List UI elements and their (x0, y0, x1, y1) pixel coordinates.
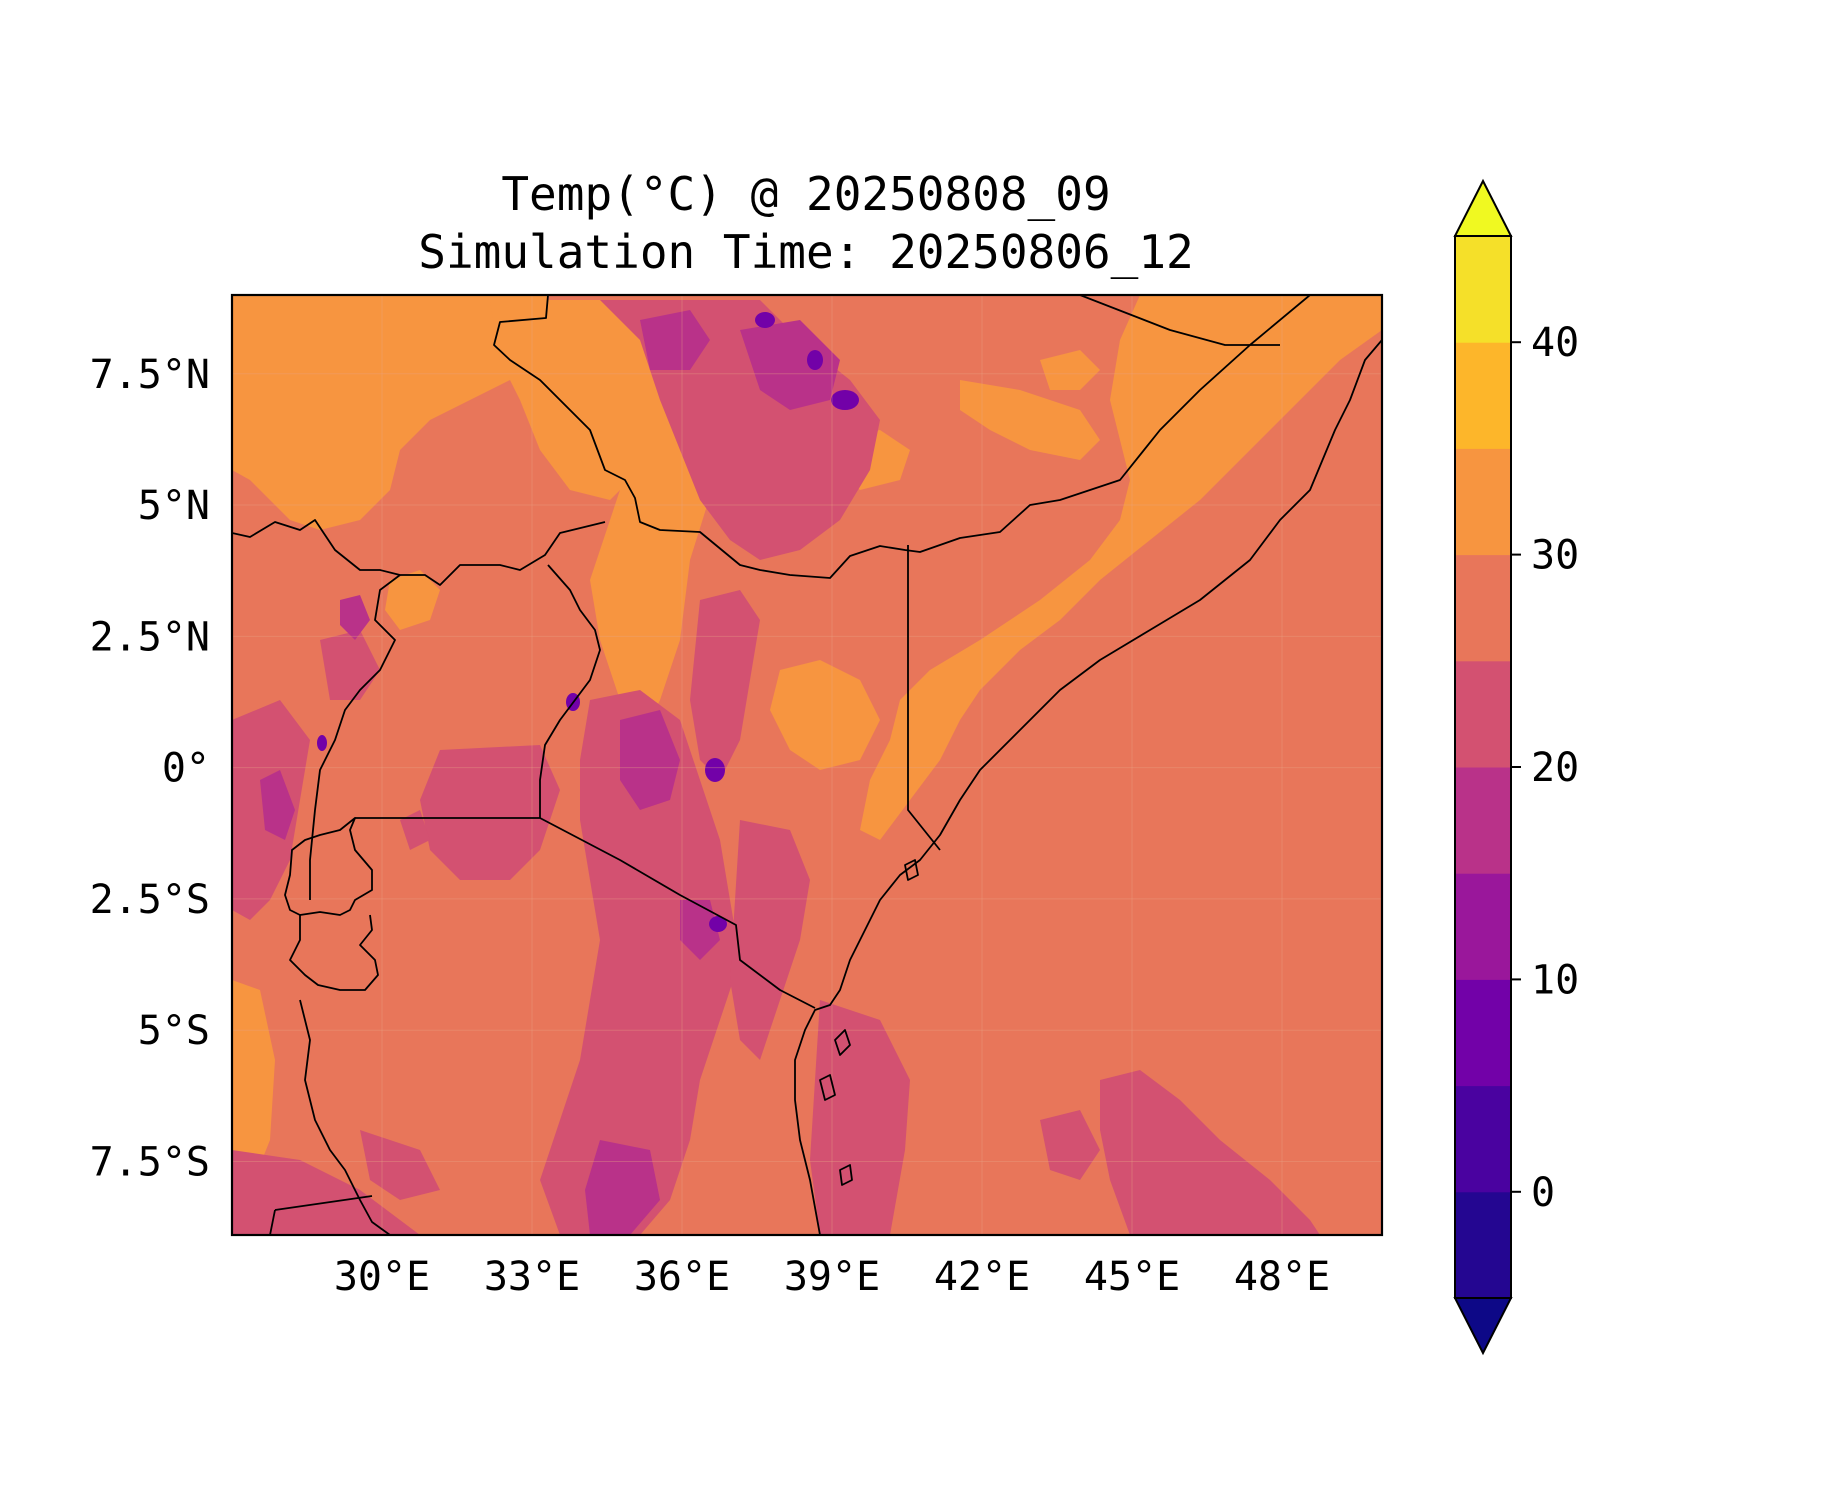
x-axis-ticks: 30°E 33°E 36°E 39°E 42°E 45°E 48°E (334, 1254, 1330, 1300)
temperature-map (232, 295, 1382, 1235)
colder-zones-15-20 (260, 310, 840, 1235)
graticule (232, 295, 1382, 1235)
x-tick-label: 36°E (634, 1254, 730, 1300)
map-frame (230, 293, 1384, 1237)
x-tick-label: 42°E (934, 1254, 1030, 1300)
colorbar-bin (1455, 554, 1511, 662)
y-tick-label: 2.5°N (90, 614, 210, 660)
x-tick-label: 39°E (784, 1254, 880, 1300)
colorbar-tick-label: 20 (1531, 745, 1579, 791)
colorbar-tick-label: 0 (1531, 1170, 1555, 1216)
cool-zones-20-25 (232, 300, 1320, 1235)
x-tick-label: 48°E (1234, 1254, 1330, 1300)
colorbar-bin (1455, 1191, 1511, 1299)
y-axis-ticks: 7.5°N 5°N 2.5°N 0° 2.5°S 5°S 7.5°S (90, 352, 210, 1186)
y-tick-label: 7.5°S (90, 1139, 210, 1185)
colorbar-bin (1455, 342, 1511, 449)
warm-zones-30-35 (232, 295, 1382, 1200)
chart-title-line2: Simulation Time: 20250806_12 (418, 225, 1193, 279)
colorbar-tick-label: 10 (1531, 957, 1579, 1003)
colorbar: 0 10 20 30 40 (1453, 178, 1579, 1356)
y-tick-label: 2.5°S (90, 877, 210, 923)
country-borders (232, 295, 1382, 1235)
colorbar-extend-over (1453, 178, 1513, 237)
chart-title-line1: Temp(°C) @ 20250808_09 (501, 167, 1110, 221)
x-tick-label: 33°E (484, 1254, 580, 1300)
colorbar-bin (1455, 979, 1511, 1087)
x-tick-label: 30°E (334, 1254, 430, 1300)
colorbar-tick-label: 40 (1531, 320, 1579, 366)
x-tick-label: 45°E (1084, 1254, 1180, 1300)
y-tick-label: 7.5°N (90, 352, 210, 398)
y-tick-label: 0° (162, 746, 210, 792)
colorbar-bin (1455, 1085, 1511, 1193)
colorbar-bin (1455, 767, 1511, 874)
colorbar-bin (1455, 660, 1511, 768)
colorbar-bin (1455, 448, 1511, 556)
colorbar-tick-label: 30 (1531, 533, 1579, 579)
y-tick-label: 5°N (138, 483, 210, 529)
colorbar-extend-under (1453, 1297, 1513, 1356)
colorbar-bin (1455, 873, 1511, 980)
y-tick-label: 5°S (138, 1008, 210, 1054)
colorbar-bin (1455, 236, 1511, 343)
coldest-spots (317, 312, 859, 932)
